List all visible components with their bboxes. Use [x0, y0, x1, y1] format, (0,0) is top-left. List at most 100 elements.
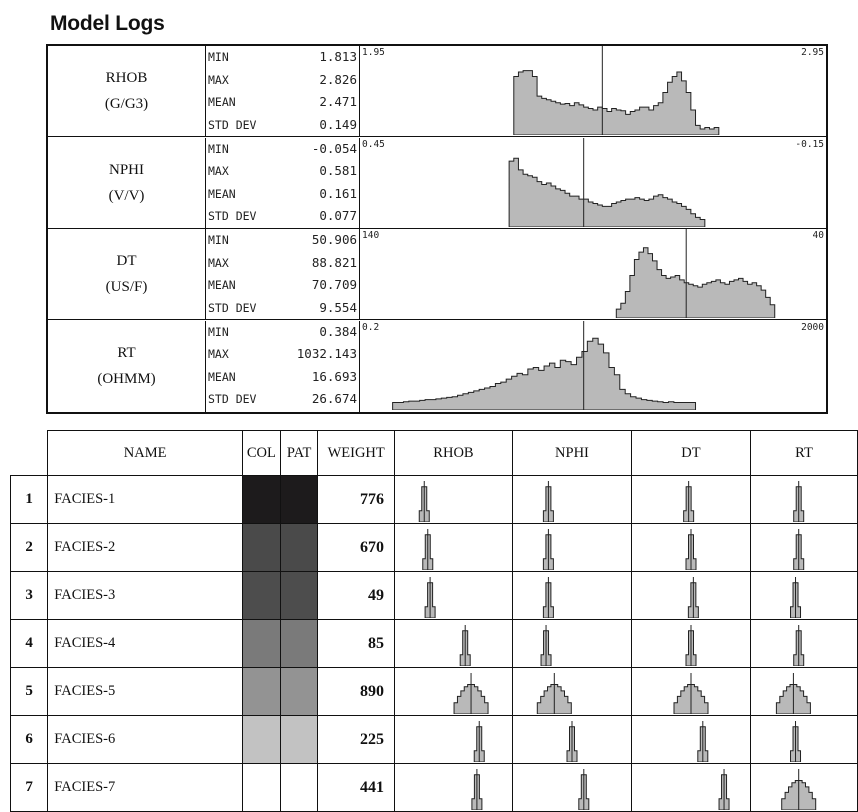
- stat-label-std: STD DEV: [208, 392, 257, 406]
- row-number: 4: [9, 619, 49, 668]
- log-unit: (G/G3): [104, 96, 149, 112]
- mini-hist-cell-rhob: [393, 763, 513, 812]
- log-stats: MIN -0.054 MAX 0.581 MEAN 0.161 STD DEV 0.077: [206, 137, 360, 228]
- mini-histogram-nphi: [542, 481, 554, 522]
- mini-histogram-nphi: [536, 673, 572, 714]
- log-histogram-cell: 0.2 2000: [360, 320, 826, 412]
- mini-hist-cell-dt: [630, 715, 751, 764]
- mini-histogram-rhob: [422, 529, 434, 570]
- mini-histogram-dt: [685, 625, 697, 666]
- mini-hist-cell-rhob: [393, 523, 513, 572]
- mini-hist-cell-dt: [630, 475, 751, 524]
- mini-histogram-dt: [718, 769, 730, 810]
- table-row: 6 FACIES-6 225: [9, 715, 858, 764]
- table-row: 4 FACIES-4 85: [9, 619, 858, 668]
- log-name: RHOB: [105, 70, 148, 86]
- stat-line-mean: MEAN 2.471: [208, 91, 357, 113]
- range-left-label: 0.2: [362, 321, 380, 333]
- header-nphi: NPHI: [511, 430, 632, 476]
- stat-line-mean: MEAN 16.693: [208, 366, 357, 388]
- stat-line-std: STD DEV 9.554: [208, 297, 357, 319]
- stat-line-max: MAX 2.826: [208, 69, 357, 91]
- stat-value-min: 1.813: [319, 49, 357, 64]
- mini-histogram-rt: [775, 673, 811, 714]
- mini-histogram-rhob: [453, 673, 489, 714]
- row-number: 7: [9, 763, 49, 812]
- table-row: 7 FACIES-7 441: [9, 763, 858, 812]
- mini-hist-cell-rhob: [393, 667, 513, 716]
- stat-line-std: STD DEV 0.149: [208, 114, 357, 136]
- pattern-swatch: [279, 763, 319, 812]
- header-weight: WEIGHT: [317, 430, 395, 476]
- header-col: COL: [241, 430, 281, 476]
- histogram-rhob: [513, 46, 720, 135]
- stat-label-mean: MEAN: [208, 369, 236, 384]
- facies-weight: 49: [317, 571, 395, 620]
- pattern-swatch: [279, 715, 319, 764]
- mini-histogram-rt: [793, 625, 805, 666]
- range-right-label: 2000: [801, 321, 824, 333]
- facies-table-container: NAME COL PAT WEIGHT RHOB NPHI DT RT 1 FAC…: [9, 430, 858, 812]
- stat-label-max: MAX: [208, 72, 229, 87]
- stat-value-max: 88.821: [311, 254, 357, 270]
- range-right-label: 2.95: [801, 47, 824, 58]
- mini-hist-cell-nphi: [511, 763, 632, 812]
- stat-line-max: MAX 0.581: [208, 160, 357, 182]
- mini-histogram-rhob: [424, 577, 436, 618]
- stat-value-std: 0.077: [319, 208, 357, 223]
- header-name: NAME: [47, 430, 243, 476]
- log-name-cell: DT (US/F): [48, 229, 206, 319]
- histogram-area: [508, 157, 706, 227]
- mini-hist-cell-nphi: [511, 523, 632, 572]
- stat-value-mean: 70.709: [311, 277, 357, 292]
- stat-label-max: MAX: [208, 347, 229, 361]
- stat-line-mean: MEAN 0.161: [208, 183, 357, 205]
- range-right-label: -0.15: [795, 138, 824, 150]
- mini-hist-cell-rt: [749, 667, 858, 716]
- log-row-nphi: NPHI (V/V) MIN -0.054 MAX 0.581 MEAN 0.161 STD D…: [48, 137, 826, 229]
- stat-label-min: MIN: [208, 141, 229, 156]
- histogram-rt: [392, 320, 697, 410]
- stat-label-mean: MEAN: [208, 95, 236, 109]
- mini-hist-cell-rt: [749, 571, 858, 620]
- facies-weight: 890: [317, 667, 395, 716]
- mini-histogram-rt: [789, 721, 801, 762]
- row-number: 3: [9, 571, 49, 620]
- mini-histogram-rt: [781, 769, 817, 810]
- stat-line-min: MIN 1.813: [208, 46, 357, 68]
- facies-weight: 85: [317, 619, 395, 668]
- color-swatch: [241, 763, 281, 812]
- mini-hist-cell-nphi: [511, 667, 632, 716]
- header-pat: PAT: [279, 430, 319, 476]
- stat-value-max: 0.581: [319, 163, 357, 178]
- facies-name: FACIES-4: [47, 619, 243, 668]
- facies-name: FACIES-3: [47, 571, 243, 620]
- mini-histogram-nphi: [542, 529, 554, 570]
- header-rhob: RHOB: [393, 430, 513, 476]
- facies-name: FACIES-2: [47, 523, 243, 572]
- mini-histogram-rt: [793, 529, 805, 570]
- mini-hist-cell-rhob: [393, 715, 513, 764]
- histogram-dt: [615, 229, 776, 318]
- color-swatch: [241, 619, 281, 668]
- mini-hist-cell-rt: [749, 619, 858, 668]
- table-header-row: NAME COL PAT WEIGHT RHOB NPHI DT RT: [10, 430, 858, 476]
- stat-line-std: STD DEV 26.674: [208, 388, 357, 410]
- histogram-area: [513, 70, 720, 135]
- log-unit: (V/V): [108, 187, 145, 204]
- mini-histogram-rt: [793, 481, 805, 522]
- table-row: 5 FACIES-5 890: [9, 667, 858, 716]
- mini-hist-cell-nphi: [511, 475, 632, 524]
- mini-hist-cell-rt: [749, 763, 858, 812]
- color-swatch: [241, 571, 281, 620]
- mini-hist-cell-rhob: [393, 571, 513, 620]
- stat-value-max: 1032.143: [296, 346, 357, 361]
- stat-label-mean: MEAN: [208, 278, 236, 292]
- mini-hist-cell-rt: [749, 715, 858, 764]
- stat-line-std: STD DEV 0.077: [208, 205, 357, 227]
- stat-value-min: 50.906: [311, 232, 357, 247]
- mini-hist-cell-dt: [630, 523, 751, 572]
- log-name-cell: RHOB (G/G3): [48, 46, 206, 136]
- pattern-swatch: [279, 667, 319, 716]
- color-swatch: [241, 715, 281, 764]
